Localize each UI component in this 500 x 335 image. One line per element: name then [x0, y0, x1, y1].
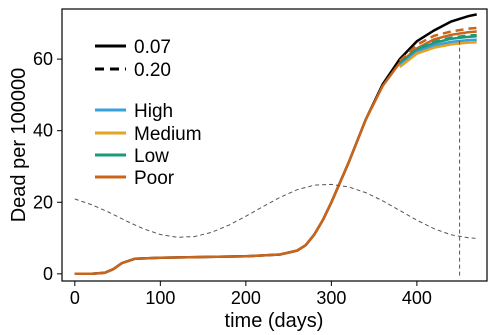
- y-tick-label: 20: [33, 192, 53, 212]
- x-tick-label: 100: [145, 288, 175, 308]
- series-line-7: [74, 183, 477, 239]
- y-tick-label: 0: [43, 264, 53, 284]
- legend-label-poor: Poor: [134, 168, 175, 189]
- legend-label-medium: Medium: [134, 124, 202, 145]
- series-line-4: [398, 33, 477, 65]
- series-line-1: [74, 30, 477, 276]
- plot-panel: [61, 8, 488, 282]
- legend-label-dashed: 0.20: [134, 60, 171, 81]
- legend-label-high: High: [134, 101, 173, 122]
- y-tick-label: 40: [33, 121, 53, 141]
- x-tick-label: 0: [70, 288, 80, 308]
- x-axis-label: time (days): [225, 310, 324, 332]
- x-tick-label: 300: [316, 288, 346, 308]
- legend-label-low: Low: [134, 146, 169, 167]
- series-line-5: [399, 38, 477, 67]
- series-layer: [74, 13, 477, 276]
- series-line-6: [399, 41, 477, 68]
- x-tick-label: 400: [402, 288, 432, 308]
- x-tick-label: 200: [231, 288, 261, 308]
- y-axis-label: Dead per 100000: [8, 68, 30, 223]
- y-tick-label: 60: [33, 49, 53, 69]
- legend: 0.07 0.20 High Medium Low Poor: [95, 37, 202, 189]
- series-line-2: [398, 26, 477, 62]
- axis-layer: 0 100 200 300 400 0 20 40 60: [33, 49, 432, 308]
- legend-label-solid: 0.07: [134, 37, 171, 58]
